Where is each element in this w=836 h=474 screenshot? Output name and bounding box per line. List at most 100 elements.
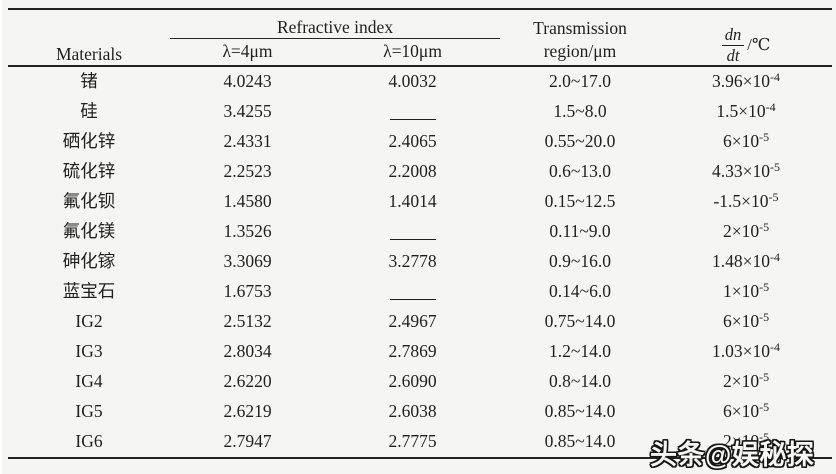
dndt-value-cell: 1.03×10-4 <box>660 337 832 367</box>
left-edge-strip <box>0 0 2 474</box>
header-dndt: dn dt /℃ <box>660 9 832 66</box>
material-name-cell: IG5 <box>75 401 103 422</box>
refractive-index-10um-cell: 2.4967 <box>388 311 437 332</box>
dndt-exponent: -5 <box>759 430 770 445</box>
transmission-region-cell: 0.14~6.0 <box>549 281 611 302</box>
dndt-value-cell: 1×10-5 <box>660 277 832 307</box>
dndt-value-cell: 1.5×10-4 <box>660 97 832 127</box>
no-value-dash <box>389 289 436 301</box>
table-body: 锗 4.0243 4.0032 2.0~17.0 3.96×10-4 硅 3.4255 1.5… <box>8 66 832 458</box>
dndt-mantissa: 1.48×10 <box>712 251 771 272</box>
header-materials: Materials <box>55 43 123 64</box>
dndt-exponent: -5 <box>759 130 770 145</box>
refractive-index-4um-cell: 2.2523 <box>223 161 272 182</box>
dndt-mantissa: 6×10 <box>722 401 760 422</box>
table-row: 氟化钡 1.4580 1.4014 0.15~12.5 -1.5×10-5 <box>8 187 832 217</box>
dndt-exponent: -5 <box>759 400 770 415</box>
toutiao-watermark: 头条@娱秘探 <box>650 440 815 470</box>
material-name-cell: 硒化锌 <box>62 131 116 152</box>
table-row: IG6 2.7947 2.7775 0.85~14.0 2×10-5 <box>8 427 832 458</box>
table-header: Materials Refractive index Transmission … <box>8 9 833 66</box>
dndt-unit: /℃ <box>747 35 771 55</box>
dndt-mantissa: 6×10 <box>722 131 760 152</box>
material-name-cell: 硅 <box>80 101 98 122</box>
dndt-value-cell: -1.5×10-5 <box>660 187 832 217</box>
table-row: 砷化镓 3.3069 3.2778 0.9~16.0 1.48×10-4 <box>8 247 832 277</box>
material-name-cell: 氟化镁 <box>62 221 116 242</box>
refractive-index-10um-cell <box>325 277 500 307</box>
transmission-region-cell: 0.15~12.5 <box>544 191 616 212</box>
refractive-index-4um-cell: 2.6219 <box>223 401 272 422</box>
dndt-mantissa: 2×10 <box>722 431 760 452</box>
dndt-exponent: -4 <box>770 250 781 265</box>
refractive-index-4um-cell: 3.3069 <box>223 251 272 272</box>
refractive-index-10um-cell: 3.2778 <box>388 251 437 272</box>
refractive-index-4um-cell: 3.4255 <box>223 101 272 122</box>
optical-materials-table: Materials Refractive index Transmission … <box>8 8 833 459</box>
material-name-cell: IG4 <box>75 371 103 392</box>
dndt-value-cell: 6×10-5 <box>660 307 832 337</box>
transmission-region-cell: 1.2~14.0 <box>549 341 611 362</box>
refractive-index-10um-cell <box>325 97 500 127</box>
header-refractive-index: Refractive index <box>170 9 501 39</box>
table-row: 氟化镁 1.3526 0.11~9.0 2×10-5 <box>8 217 832 247</box>
material-name-cell: 锗 <box>80 71 98 92</box>
dndt-exponent: -4 <box>770 340 781 355</box>
table-row: IG5 2.6219 2.6038 0.85~14.0 6×10-5 <box>8 397 832 427</box>
dndt-mantissa: 1.03×10 <box>712 341 771 362</box>
material-name-cell: IG6 <box>75 431 103 452</box>
header-lambda-10um: λ=10μm <box>383 41 442 62</box>
refractive-index-4um-cell: 1.3526 <box>223 221 272 242</box>
dndt-exponent: -4 <box>770 70 781 85</box>
refractive-index-10um-cell: 4.0032 <box>388 71 437 92</box>
dndt-value-cell: 1.48×10-4 <box>660 247 832 277</box>
dndt-mantissa: 4.33×10 <box>712 161 771 182</box>
dndt-mantissa: 1×10 <box>722 281 760 302</box>
no-value-dash <box>389 109 436 121</box>
refractive-index-10um-cell: 2.7869 <box>388 341 437 362</box>
dndt-mantissa: 2×10 <box>722 371 760 392</box>
table-row: 硒化锌 2.4331 2.4065 0.55~20.0 6×10-5 <box>8 127 832 157</box>
refractive-index-10um-cell: 2.6090 <box>388 371 437 392</box>
dndt-mantissa: 1.5×10 <box>716 101 766 122</box>
dndt-exponent: -5 <box>768 190 779 205</box>
header-transmission-region: Transmission region/μm <box>500 9 660 66</box>
transmission-region-cell: 0.75~14.0 <box>544 311 616 332</box>
header-lambda-4um: λ=4μm <box>222 41 273 62</box>
material-name-cell: 砷化镓 <box>62 251 116 272</box>
refractive-index-4um-cell: 1.6753 <box>223 281 272 302</box>
transmission-region-cell: 0.11~9.0 <box>549 221 611 242</box>
dndt-value-cell: 6×10-5 <box>660 397 832 427</box>
material-name-cell: IG3 <box>75 341 103 362</box>
dndt-fraction: dn dt <box>721 26 745 65</box>
refractive-index-4um-cell: 2.5132 <box>223 311 272 332</box>
transmission-region-cell: 0.8~14.0 <box>549 371 611 392</box>
transmission-region-cell: 0.9~16.0 <box>549 251 611 272</box>
refractive-index-4um-cell: 4.0243 <box>223 71 272 92</box>
transmission-region-cell: 0.85~14.0 <box>544 401 616 422</box>
dndt-value-cell: 2×10-5 <box>660 427 832 458</box>
dndt-value-cell: 6×10-5 <box>660 127 832 157</box>
header-transmission-line1: Transmission <box>533 17 627 38</box>
transmission-region-cell: 1.5~8.0 <box>553 101 607 122</box>
material-name-cell: 硫化锌 <box>62 161 116 182</box>
dndt-denominator: dt <box>726 45 740 65</box>
table-row: IG3 2.8034 2.7869 1.2~14.0 1.03×10-4 <box>8 337 832 367</box>
table-row: IG4 2.6220 2.6090 0.8~14.0 2×10-5 <box>8 367 832 397</box>
dndt-value-cell: 2×10-5 <box>660 217 832 247</box>
transmission-region-cell: 2.0~17.0 <box>549 71 611 92</box>
refractive-index-4um-cell: 2.8034 <box>223 341 272 362</box>
dndt-exponent: -5 <box>759 370 770 385</box>
transmission-region-cell: 0.85~14.0 <box>544 431 616 452</box>
material-name-cell: 氟化钡 <box>62 191 116 212</box>
dndt-exponent: -5 <box>770 160 781 175</box>
table-row: 蓝宝石 1.6753 0.14~6.0 1×10-5 <box>8 277 832 307</box>
refractive-index-10um-cell: 2.4065 <box>388 131 437 152</box>
transmission-region-cell: 0.55~20.0 <box>544 131 616 152</box>
table-row: IG2 2.5132 2.4967 0.75~14.0 6×10-5 <box>8 307 832 337</box>
dndt-mantissa: 3.96×10 <box>712 71 771 92</box>
dndt-exponent: -4 <box>765 100 776 115</box>
transmission-region-cell: 0.6~13.0 <box>549 161 611 182</box>
refractive-index-10um-cell <box>325 217 500 247</box>
